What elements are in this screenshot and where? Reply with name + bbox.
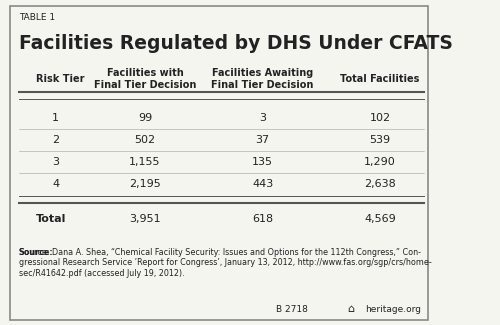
Text: 3: 3 <box>259 113 266 123</box>
Text: 102: 102 <box>370 113 390 123</box>
Text: 37: 37 <box>256 135 270 145</box>
Text: 4: 4 <box>52 179 60 189</box>
Text: Facilities Regulated by DHS Under CFATS: Facilities Regulated by DHS Under CFATS <box>19 33 452 53</box>
Text: 1,290: 1,290 <box>364 157 396 167</box>
Text: 2,195: 2,195 <box>129 179 161 189</box>
Text: 2: 2 <box>52 135 60 145</box>
Text: 135: 135 <box>252 157 273 167</box>
Text: 3: 3 <box>52 157 60 167</box>
Text: 99: 99 <box>138 113 152 123</box>
Text: 502: 502 <box>134 135 156 145</box>
Text: 443: 443 <box>252 179 273 189</box>
Text: 4,569: 4,569 <box>364 214 396 224</box>
Text: 2,638: 2,638 <box>364 179 396 189</box>
Text: 539: 539 <box>370 135 390 145</box>
Text: TABLE 1: TABLE 1 <box>19 13 55 22</box>
Text: 618: 618 <box>252 214 273 224</box>
Text: Source:: Source: <box>19 248 54 257</box>
Text: B 2718: B 2718 <box>276 305 308 314</box>
Text: Risk Tier: Risk Tier <box>36 74 84 84</box>
Text: 1,155: 1,155 <box>130 157 161 167</box>
Text: heritage.org: heritage.org <box>365 305 421 314</box>
Text: Total Facilities: Total Facilities <box>340 74 420 84</box>
Text: 1: 1 <box>52 113 60 123</box>
Text: Facilities Awaiting
Final Tier Decision: Facilities Awaiting Final Tier Decision <box>212 68 314 89</box>
Text: ⌂: ⌂ <box>348 304 354 314</box>
Text: Total: Total <box>36 214 66 224</box>
Text: Source: Dana A. Shea, “Chemical Facility Security: Issues and Options for the 11: Source: Dana A. Shea, “Chemical Facility… <box>19 248 432 278</box>
Text: Facilities with
Final Tier Decision: Facilities with Final Tier Decision <box>94 68 196 89</box>
Text: 3,951: 3,951 <box>129 214 161 224</box>
